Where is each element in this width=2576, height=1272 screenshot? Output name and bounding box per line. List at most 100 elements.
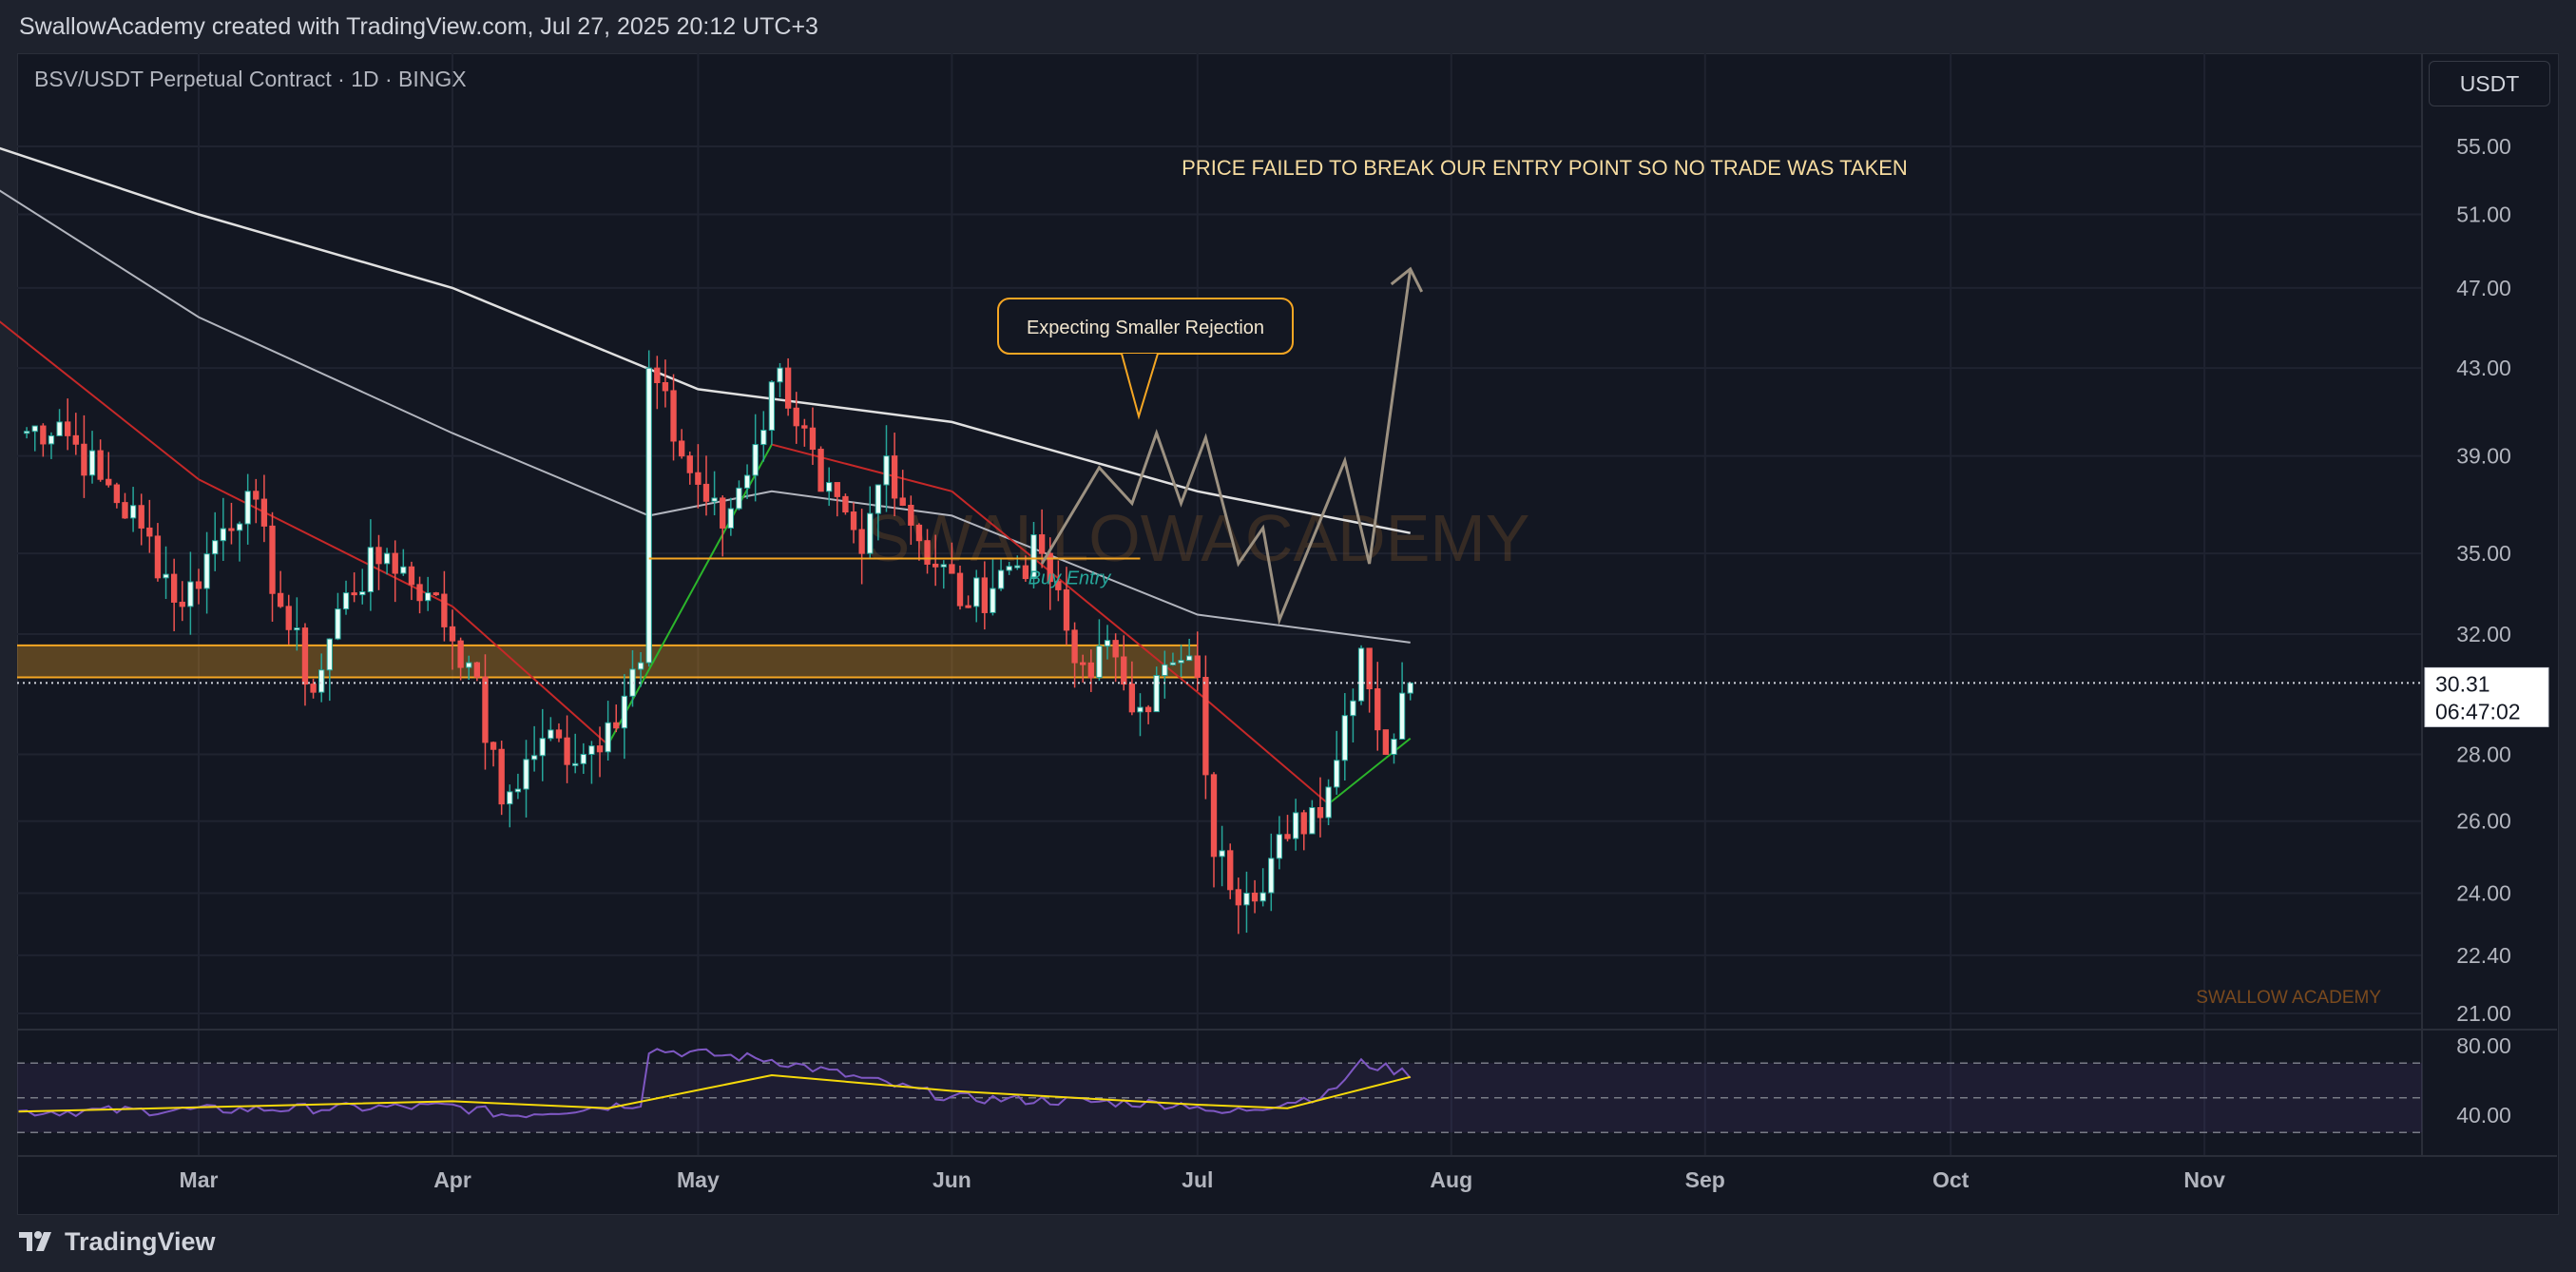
tradingview-logo-icon xyxy=(19,1231,51,1251)
price-axis-tick: 43.00 xyxy=(2456,356,2511,380)
watermark-text: SWALLOWACADEMY xyxy=(866,501,1530,575)
candle-body xyxy=(106,478,112,486)
candle-body xyxy=(1202,676,1209,776)
candle-body xyxy=(310,684,317,693)
price-axis-tick: 22.40 xyxy=(2456,943,2511,968)
candle-body xyxy=(768,381,776,432)
rsi-axis-tick: 80.00 xyxy=(2456,1033,2511,1058)
ma-fast-segment xyxy=(452,606,609,746)
candle-body xyxy=(743,474,751,489)
candle-body xyxy=(1407,682,1413,694)
candle-body xyxy=(433,592,439,596)
candle-body xyxy=(335,608,341,640)
candle-body xyxy=(1357,647,1365,702)
candle-body xyxy=(588,745,595,755)
candle-body xyxy=(1259,892,1266,902)
candle-body xyxy=(1096,646,1103,679)
candle-body xyxy=(88,450,96,476)
candle-body xyxy=(466,662,472,668)
candle-body xyxy=(441,593,448,627)
candle-body xyxy=(883,455,890,486)
candle-body xyxy=(212,540,219,555)
candle-body xyxy=(1055,581,1062,590)
candle-body xyxy=(203,553,210,589)
candle-body xyxy=(228,528,235,531)
candle-body xyxy=(1382,729,1390,755)
last-price-label: 30.31 xyxy=(2435,671,2490,696)
candle-body xyxy=(1276,834,1283,859)
candle-body xyxy=(932,563,939,568)
candle-body xyxy=(637,662,644,670)
candle-body xyxy=(81,443,87,476)
candle-body xyxy=(1350,700,1356,717)
candle-body xyxy=(514,788,522,793)
time-axis-tick: Sep xyxy=(1685,1167,1725,1192)
candle-body xyxy=(1391,739,1397,755)
candle-body xyxy=(1317,807,1324,819)
candle-body xyxy=(1398,692,1406,741)
candle-body xyxy=(56,421,63,436)
price-axis-tick: 35.00 xyxy=(2456,541,2511,566)
rsi-axis-tick: 40.00 xyxy=(2456,1103,2511,1127)
candle-body xyxy=(507,791,513,805)
candle-body xyxy=(342,592,350,610)
candle-body xyxy=(580,753,586,764)
bottom-bar xyxy=(0,1215,2576,1272)
tradingview-logo[interactable]: TradingView xyxy=(19,1224,216,1259)
tradingview-brand: TradingView xyxy=(65,1226,216,1256)
candle-body xyxy=(949,564,955,574)
candle-body xyxy=(899,497,906,507)
candle-body xyxy=(981,577,989,613)
price-axis-tick: 55.00 xyxy=(2456,134,2511,159)
candle-body xyxy=(1087,662,1094,679)
candle-body xyxy=(1121,656,1127,685)
candle-body xyxy=(146,527,153,537)
candle-body xyxy=(1366,647,1373,690)
ma-fast-segment xyxy=(198,478,453,607)
candle-body xyxy=(530,755,538,761)
currency-button[interactable]: USDT xyxy=(2429,61,2550,106)
candle-body xyxy=(1162,664,1168,677)
candle-body xyxy=(392,552,398,574)
candle-body xyxy=(1153,675,1160,713)
price-axis-tick: 39.00 xyxy=(2456,444,2511,469)
time-axis-tick: Nov xyxy=(2183,1167,2225,1192)
candle-body xyxy=(408,566,415,586)
candle-body xyxy=(122,502,128,519)
candle-body xyxy=(867,512,874,554)
candle-body xyxy=(244,491,251,525)
candle-body xyxy=(1325,786,1332,819)
candle-body xyxy=(605,722,611,753)
candle-body xyxy=(695,472,702,485)
candle-body xyxy=(965,605,971,608)
countdown-label: 06:47:02 xyxy=(2435,699,2521,723)
time-axis-tick: Aug xyxy=(1430,1167,1472,1192)
signature-text: SWALLOW ACADEMY xyxy=(2196,988,2381,1008)
candle-body xyxy=(875,484,882,514)
candle-body xyxy=(285,606,292,630)
candle-body xyxy=(1341,715,1348,761)
candle-body xyxy=(711,497,718,502)
candle-body xyxy=(400,566,407,574)
ma-fast-segment xyxy=(1327,737,1412,805)
candle-body xyxy=(1128,684,1136,713)
price-axis-tick: 51.00 xyxy=(2456,202,2511,227)
candle-body xyxy=(826,482,833,492)
ma-mid-line xyxy=(0,189,1411,644)
candle-body xyxy=(1006,566,1012,571)
candle-body xyxy=(236,523,243,531)
candle-body xyxy=(1080,662,1086,665)
candle-body xyxy=(301,627,309,685)
candle-body xyxy=(113,484,121,504)
candle-body xyxy=(359,591,366,596)
candle-body xyxy=(416,584,423,602)
candle-body xyxy=(997,569,1005,589)
candle-body xyxy=(850,511,857,530)
candle-body xyxy=(555,729,563,739)
candle-body xyxy=(564,737,570,765)
candle-body xyxy=(220,528,227,542)
time-axis-tick: Apr xyxy=(433,1167,471,1192)
candle-body xyxy=(670,390,677,442)
callout-text: Expecting Smaller Rejection xyxy=(1027,318,1264,338)
